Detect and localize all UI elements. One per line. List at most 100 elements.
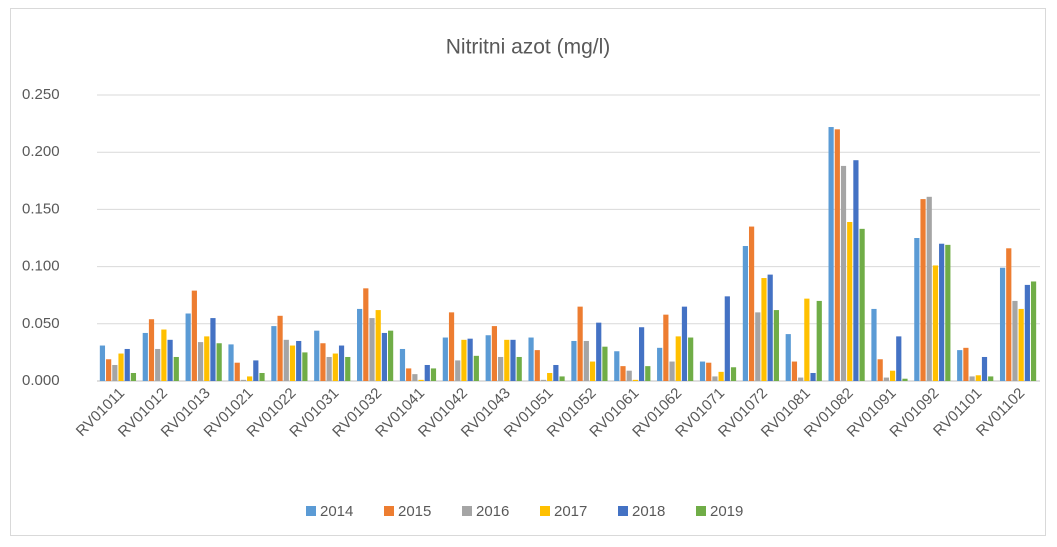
bar <box>834 129 840 381</box>
bar <box>939 243 945 381</box>
legend-label: 2016 <box>476 503 509 520</box>
bar <box>657 347 663 381</box>
chart-border <box>10 8 1046 536</box>
bar <box>467 338 473 381</box>
bar <box>571 340 577 381</box>
bar <box>473 355 479 381</box>
bar <box>345 356 351 381</box>
legend-swatch <box>306 506 316 516</box>
bar <box>448 312 455 381</box>
bar <box>614 351 620 381</box>
bar <box>785 334 791 381</box>
bar <box>1024 284 1030 381</box>
bar <box>210 318 216 381</box>
bar <box>920 199 926 381</box>
bar <box>338 345 345 381</box>
bar <box>889 370 896 381</box>
bar <box>828 127 834 381</box>
y-tick-label: 0.100 <box>22 258 60 275</box>
bar <box>216 343 222 381</box>
bar <box>167 339 173 381</box>
bar <box>902 378 908 381</box>
bar <box>363 288 369 381</box>
bar <box>259 372 265 381</box>
bar <box>871 308 877 381</box>
bar <box>369 318 375 381</box>
legend-swatch <box>384 506 394 516</box>
bar <box>247 376 253 381</box>
bar <box>602 346 608 381</box>
bar <box>742 246 748 381</box>
bar <box>106 359 112 381</box>
y-tick-label: 0.050 <box>22 315 60 332</box>
y-tick-label: 0.200 <box>22 143 60 160</box>
bar <box>675 336 681 381</box>
bar <box>485 335 491 381</box>
bar <box>589 361 596 381</box>
bar <box>810 372 816 381</box>
bar <box>155 348 161 381</box>
bar <box>999 267 1006 381</box>
bar <box>271 326 277 381</box>
bar <box>669 361 675 381</box>
legend-swatch <box>540 506 550 516</box>
bar <box>234 362 240 381</box>
bar <box>853 160 859 381</box>
bar <box>945 244 951 381</box>
bar <box>804 298 810 381</box>
bar <box>1030 281 1037 381</box>
bar <box>173 356 179 381</box>
legend-label: 2014 <box>320 503 353 520</box>
bar <box>1006 248 1012 381</box>
bar <box>197 342 204 381</box>
legend-label: 2015 <box>398 503 431 520</box>
bar <box>883 377 889 381</box>
bar <box>388 330 394 381</box>
bar <box>981 356 988 381</box>
legend-swatch <box>462 506 472 516</box>
bar <box>510 339 516 381</box>
bar <box>718 371 724 381</box>
bar <box>302 352 308 381</box>
bar <box>161 329 167 381</box>
bar <box>926 196 932 381</box>
bar <box>620 366 626 381</box>
bar <box>240 379 247 381</box>
bar <box>957 350 963 381</box>
bar <box>283 339 289 381</box>
bar <box>577 306 583 381</box>
bar <box>204 336 210 381</box>
bar <box>638 327 645 381</box>
bar <box>724 296 730 381</box>
bar <box>504 339 510 381</box>
bar <box>748 226 755 381</box>
bar <box>130 372 137 381</box>
bar <box>755 312 761 381</box>
bar <box>681 306 688 381</box>
bar <box>112 364 118 381</box>
bar <box>142 332 148 381</box>
legend-swatch <box>618 506 628 516</box>
bar <box>228 344 234 381</box>
bar <box>412 374 418 381</box>
bar <box>773 310 779 381</box>
bar <box>798 377 804 381</box>
legend-label: 2018 <box>632 503 665 520</box>
bar <box>381 332 388 381</box>
bar <box>688 337 694 381</box>
bar <box>99 345 106 381</box>
bar <box>289 345 296 381</box>
bar <box>1018 308 1024 381</box>
bar <box>516 356 522 381</box>
bar <box>877 359 883 381</box>
bar <box>816 300 822 381</box>
bar <box>932 265 939 381</box>
bar <box>540 379 547 381</box>
bar <box>424 364 430 381</box>
bar <box>706 362 712 381</box>
bar <box>583 340 589 381</box>
bar <box>663 314 669 381</box>
bar <box>455 360 461 381</box>
y-tick-label: 0.150 <box>22 200 60 217</box>
